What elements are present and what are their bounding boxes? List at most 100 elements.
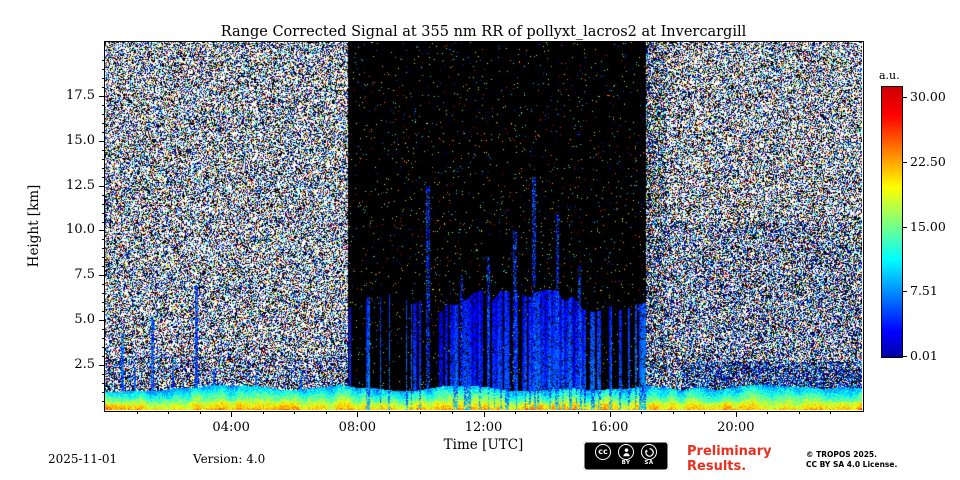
y-minor-tick — [102, 311, 105, 313]
y-minor-tick — [102, 131, 105, 133]
y-minor-tick — [102, 347, 105, 349]
x-tick — [609, 411, 611, 417]
x-minor-tick — [704, 411, 706, 414]
y-minor-tick — [102, 176, 105, 178]
x-tick-label: 12:00 — [464, 420, 503, 435]
by-label: BY — [621, 460, 631, 466]
x-tick — [483, 411, 485, 417]
x-axis-label: Time [UTC] — [443, 437, 524, 453]
y-minor-tick — [102, 122, 105, 124]
plot-title: Range Corrected Signal at 355 nm RR of p… — [220, 24, 747, 40]
x-minor-tick — [830, 411, 832, 414]
y-minor-tick — [102, 167, 105, 169]
y-tick-label: 7.5 — [74, 267, 95, 283]
colorbar-tick — [903, 356, 907, 357]
x-tick-label: 04:00 — [212, 420, 250, 435]
y-minor-tick — [102, 221, 105, 223]
y-minor-tick — [102, 149, 105, 151]
colorbar-tick — [903, 291, 907, 293]
date-label: 2025-11-01 — [48, 452, 118, 466]
y-minor-tick — [102, 77, 105, 79]
preliminary-line2: Results. — [687, 459, 747, 474]
x-minor-tick — [294, 411, 296, 414]
x-minor-tick — [168, 411, 170, 414]
y-tick-label: 17.5 — [66, 87, 95, 103]
y-minor-tick — [102, 284, 105, 286]
y-minor-tick — [102, 194, 105, 196]
x-minor-tick — [451, 411, 453, 414]
x-minor-tick — [262, 411, 264, 414]
y-tick-label: 12.5 — [66, 177, 95, 193]
x-tick — [735, 411, 737, 417]
x-tick-label: 08:00 — [338, 420, 377, 435]
colorbar-unit-label: a.u. — [879, 69, 900, 82]
y-minor-tick — [102, 374, 105, 376]
y-minor-tick — [102, 113, 105, 115]
y-tick-label: 2.5 — [74, 357, 95, 373]
y-minor-tick — [102, 86, 105, 88]
y-minor-tick — [102, 293, 105, 295]
x-minor-tick — [546, 411, 548, 414]
y-tick — [99, 275, 105, 277]
y-minor-tick — [102, 302, 105, 304]
y-tick-label: 10.0 — [66, 222, 95, 238]
x-minor-tick — [515, 411, 517, 414]
cc-badge-col-cc: cc — [595, 444, 611, 461]
sa-label: SA — [644, 460, 654, 466]
y-tick — [99, 230, 105, 232]
by-person-icon — [618, 444, 634, 460]
y-minor-tick — [102, 329, 105, 331]
heatmap-canvas — [105, 42, 862, 410]
colorbar-tick-label: 7.51 — [910, 283, 938, 299]
colorbar-tick — [903, 161, 907, 163]
cc-badge-col-by: BY — [618, 444, 634, 467]
colorbar-canvas — [881, 86, 903, 358]
x-tick-label: 20:00 — [717, 420, 755, 435]
y-axis-label: Height [km] — [26, 184, 42, 268]
x-minor-tick — [672, 411, 674, 414]
x-minor-tick — [388, 411, 390, 414]
preliminary-line1: Preliminary — [687, 444, 772, 459]
x-tick-label: 16:00 — [590, 420, 629, 435]
x-minor-tick — [325, 411, 327, 414]
copyright-line2: CC BY SA 4.0 License. — [806, 460, 898, 469]
x-minor-tick — [578, 411, 580, 414]
y-tick — [99, 320, 105, 322]
y-minor-tick — [102, 356, 105, 358]
y-tick — [99, 95, 105, 97]
y-minor-tick — [102, 257, 105, 259]
version-label: Version: 4.0 — [193, 452, 266, 466]
x-minor-tick — [199, 411, 201, 414]
colorbar-tick-label: 22.50 — [910, 153, 946, 169]
y-minor-tick — [102, 266, 105, 268]
cc-license-badge: cc BY SA — [583, 441, 669, 471]
x-minor-tick — [641, 411, 643, 414]
y-minor-tick — [102, 383, 105, 385]
copyright-line1: © TROPOS 2025. — [806, 450, 877, 459]
y-tick-label: 5.0 — [74, 312, 95, 328]
x-tick — [357, 411, 359, 417]
cc-badge-col-sa: SA — [641, 444, 657, 467]
x-minor-tick — [767, 411, 769, 414]
x-minor-tick — [136, 411, 138, 414]
y-minor-tick — [102, 392, 105, 394]
y-minor-tick — [102, 239, 105, 241]
y-minor-tick — [102, 203, 105, 205]
copyright-label: © TROPOS 2025. CC BY SA 4.0 License. — [806, 450, 897, 470]
colorbar-tick-label: 30.00 — [910, 89, 946, 105]
y-minor-tick — [102, 212, 105, 214]
cc-icon: cc — [595, 444, 611, 460]
sa-arrow-icon — [641, 444, 657, 460]
y-minor-tick — [102, 59, 105, 61]
x-tick — [231, 411, 233, 417]
preliminary-results-label: Preliminary Results. — [687, 444, 772, 474]
y-tick — [99, 365, 105, 367]
colorbar-tick-label: 0.01 — [910, 348, 938, 363]
y-minor-tick — [102, 104, 105, 106]
y-tick — [99, 140, 105, 142]
x-minor-tick — [420, 411, 422, 414]
y-minor-tick — [102, 248, 105, 250]
colorbar-tick-label: 15.00 — [910, 218, 946, 234]
x-minor-tick — [798, 411, 800, 414]
